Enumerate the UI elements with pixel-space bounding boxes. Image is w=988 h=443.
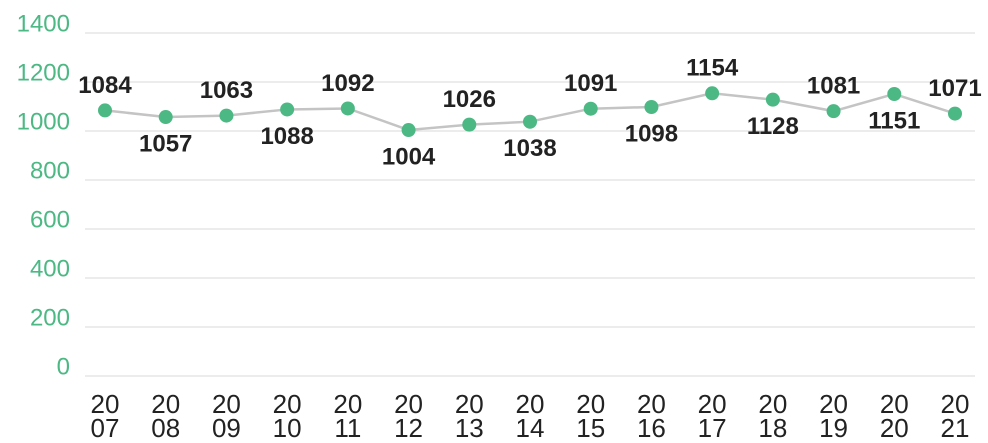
point [644, 99, 659, 114]
data-label: 1038 [503, 135, 556, 162]
y-tick-label: 600 [30, 206, 70, 233]
point [401, 123, 416, 138]
x-tick-label: 2009 [211, 389, 241, 443]
point [158, 110, 173, 125]
x-tick-label: 2011 [333, 389, 363, 443]
data-label: 1128 [747, 113, 799, 140]
data-label: 1154 [686, 55, 739, 82]
data-label: 1088 [260, 123, 313, 150]
point [98, 103, 112, 118]
data-label: 1098 [625, 120, 678, 147]
x-tick-label: 2007 [90, 389, 120, 443]
x-tick-label: 2017 [697, 389, 727, 443]
y-tick-label: 400 [30, 255, 70, 282]
point [280, 102, 295, 117]
x-tick-label: 2015 [576, 389, 606, 443]
y-tick-label: 1000 [17, 108, 70, 135]
x-tick-label: 2021 [940, 389, 970, 443]
point [219, 108, 234, 123]
x-tick-label: 2012 [394, 389, 424, 443]
point [523, 114, 537, 129]
data-label: 1071 [928, 75, 981, 102]
y-tick-label: 1400 [17, 10, 70, 37]
x-tick-label: 2010 [272, 389, 302, 443]
point [765, 92, 780, 107]
data-label: 1151 [868, 107, 920, 134]
point [887, 87, 902, 102]
point [948, 106, 962, 121]
data-label: 1004 [382, 143, 436, 170]
x-tick-label: 2013 [454, 389, 484, 443]
x-tick-label: 2018 [758, 389, 788, 443]
point [340, 101, 355, 116]
data-label: 1092 [321, 70, 374, 97]
point [705, 86, 720, 101]
data-label: 1026 [443, 86, 496, 113]
point [826, 104, 841, 119]
point [462, 117, 477, 132]
point [583, 101, 598, 116]
x-tick-label: 2019 [819, 389, 849, 443]
y-tick-label: 800 [30, 157, 70, 184]
data-label: 1091 [564, 70, 617, 97]
data-label: 1057 [139, 130, 192, 157]
y-tick-label: 200 [30, 304, 70, 331]
x-tick-label: 2016 [636, 389, 666, 443]
y-tick-label: 0 [57, 353, 70, 380]
data-label: 1084 [78, 72, 132, 99]
x-tick-label: 2020 [879, 389, 909, 443]
x-tick-label: 2014 [515, 389, 545, 443]
data-label: 1081 [807, 72, 860, 99]
x-tick-label: 2008 [151, 389, 181, 443]
y-tick-label: 1200 [17, 59, 70, 86]
data-label: 1063 [200, 77, 253, 104]
